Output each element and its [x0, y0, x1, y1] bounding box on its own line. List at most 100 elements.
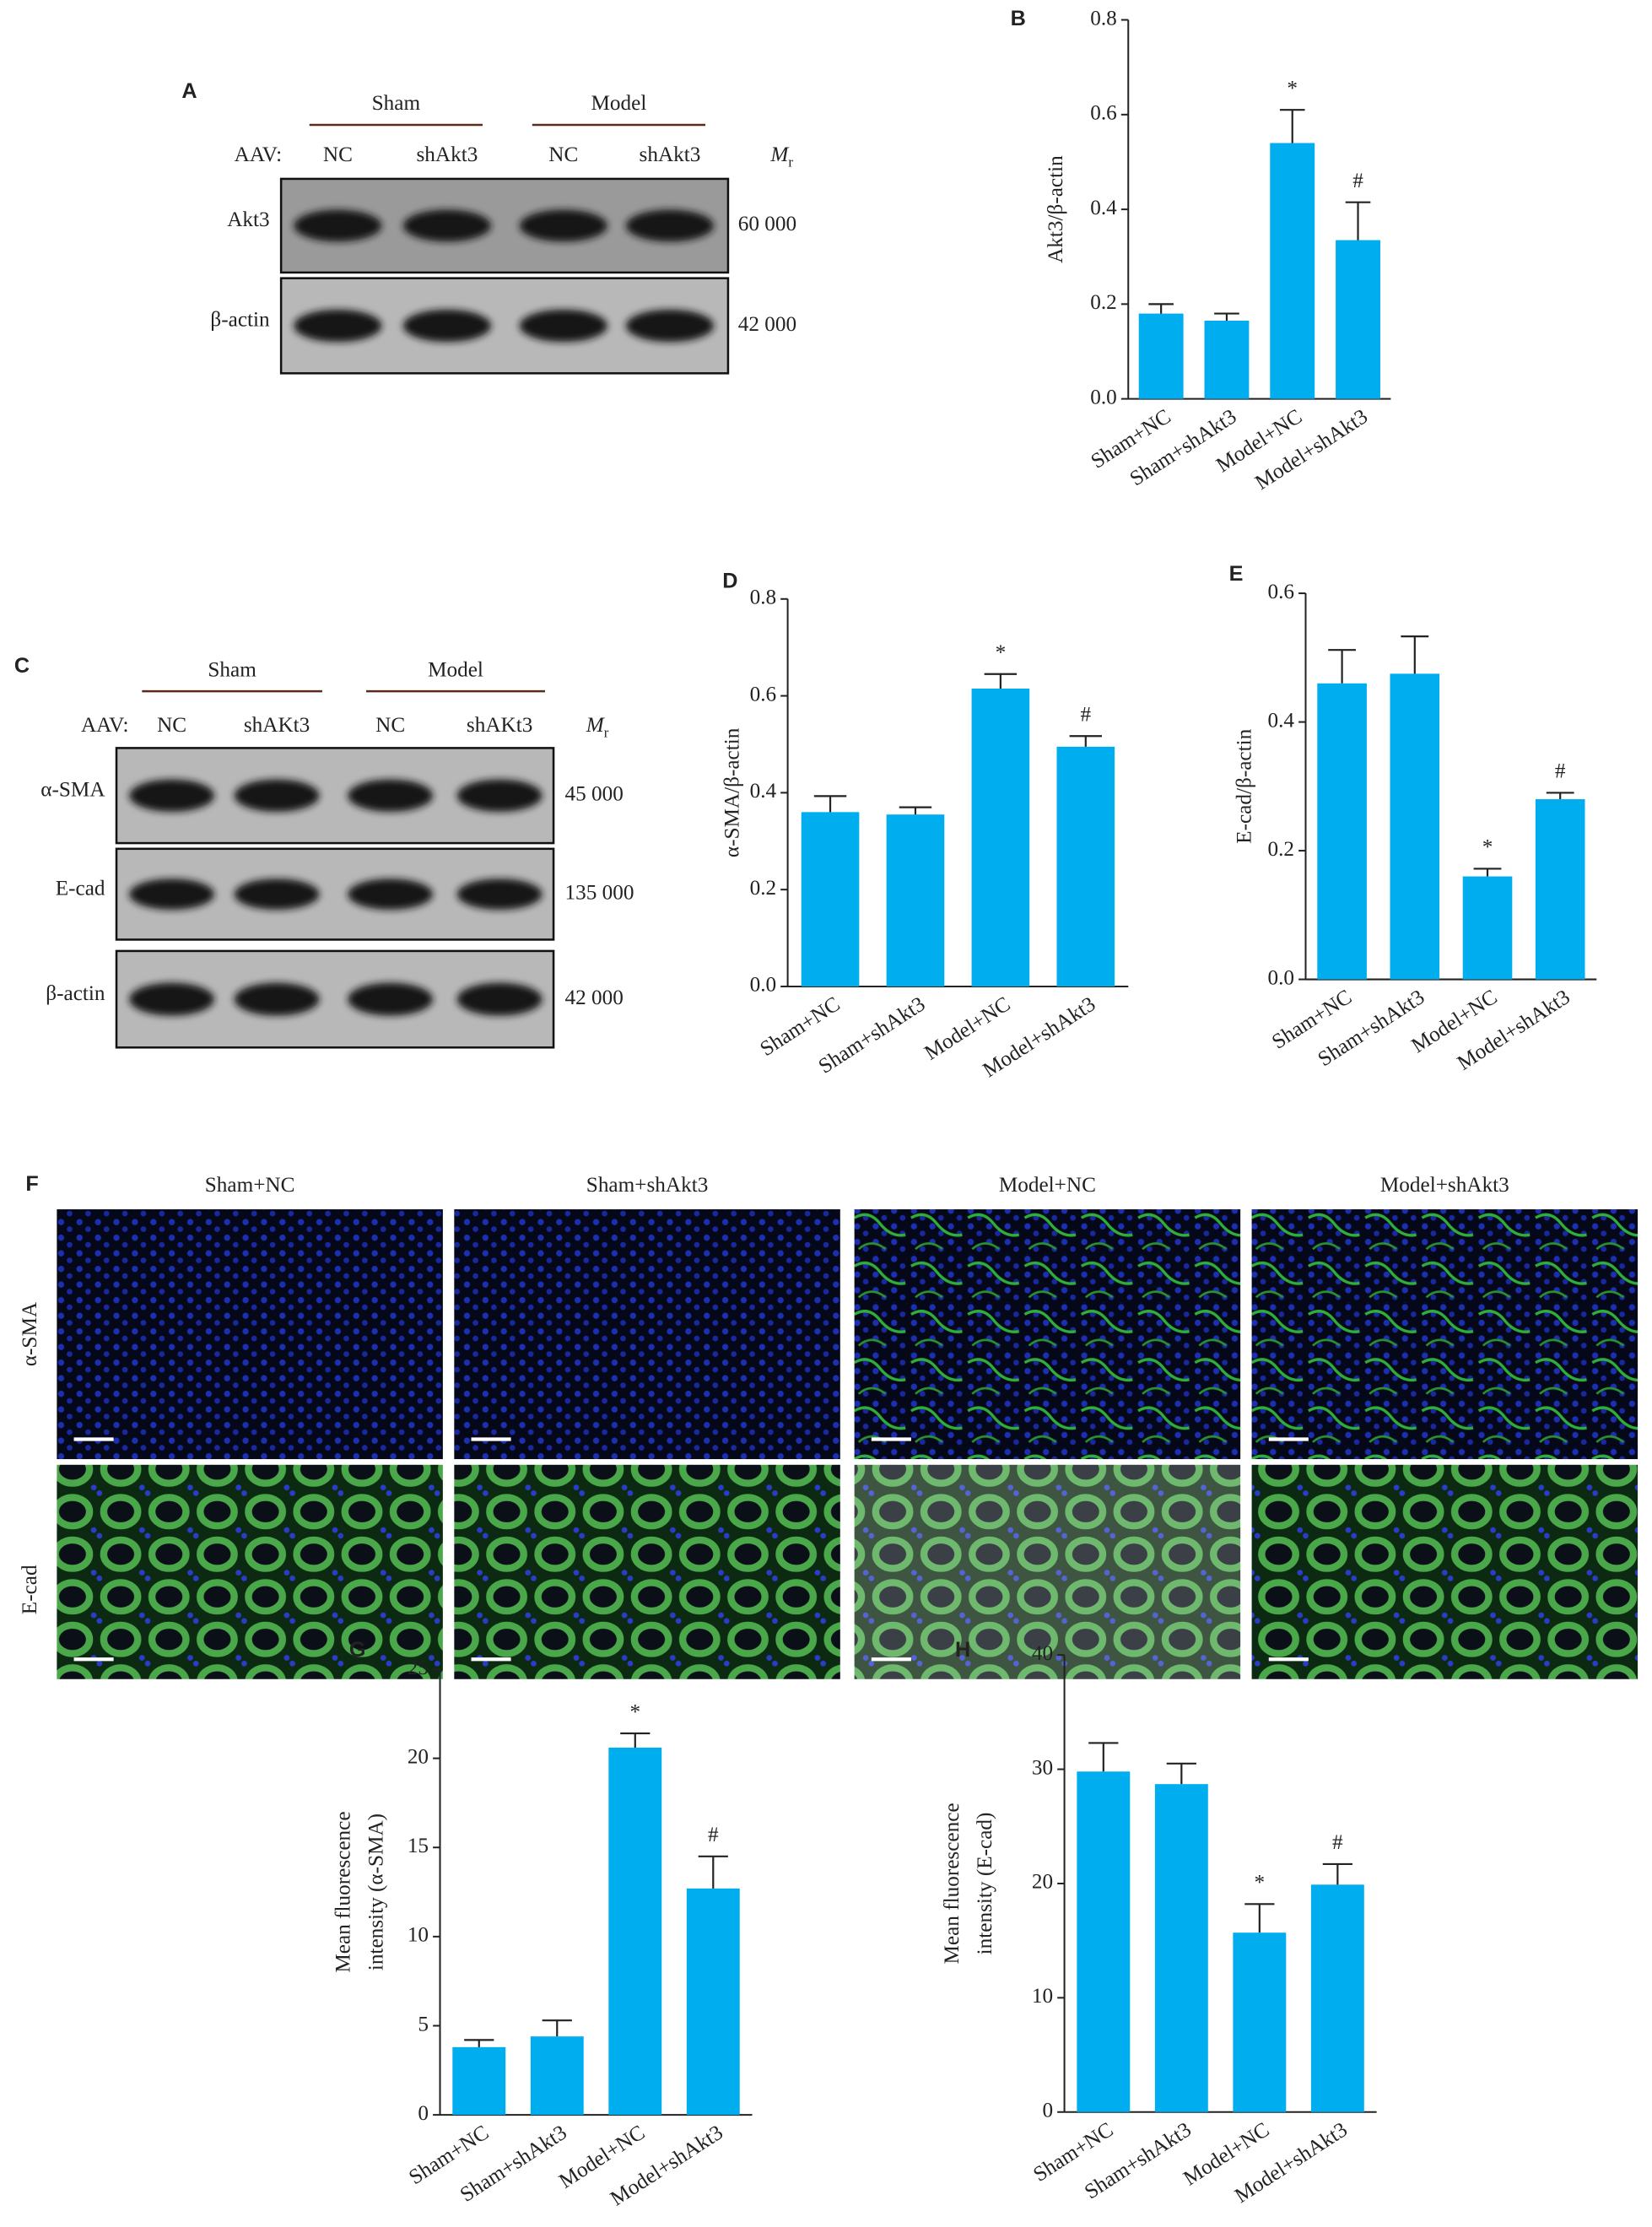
aav-label: AAV:: [81, 714, 129, 737]
micrograph: [57, 1464, 443, 1679]
error-bar: [1214, 312, 1239, 322]
bar: [1310, 1884, 1364, 2112]
bar: [1077, 1771, 1131, 2112]
y-tick-label: 0.8: [1090, 7, 1117, 30]
micrograph: [854, 1209, 1241, 1460]
panel-label: E: [1229, 562, 1244, 586]
band: [519, 209, 607, 242]
micrograph: [57, 1209, 443, 1460]
bar: [1154, 1784, 1208, 2112]
y-tick-label: 0.6: [1090, 102, 1117, 125]
y-tick-label: 5: [418, 2013, 429, 2035]
y-tick-label: 0: [418, 2102, 429, 2125]
error-bar: [1069, 735, 1103, 747]
y-axis-label: intensity (α-SMA): [364, 1813, 387, 1970]
aav-label: AAV:: [235, 143, 283, 166]
y-tick-label: 15: [408, 1835, 429, 1857]
error-bar: [1401, 635, 1429, 674]
y-axis-label: α-SMA/β-actin: [721, 727, 743, 857]
y-tick-label: 0: [1043, 2100, 1054, 2122]
panel-label: A: [181, 79, 197, 103]
group-label: Model: [591, 92, 647, 115]
panel-label: F: [25, 1172, 38, 1196]
mr-label: Mr: [586, 714, 609, 740]
row-label: E-cad: [56, 877, 105, 900]
mr-value: 135 000: [565, 881, 634, 904]
micrograph: [1251, 1464, 1639, 1679]
panel-label: C: [14, 654, 30, 678]
lane-label: shAkt3: [416, 143, 478, 166]
error-bar: [899, 806, 932, 815]
y-tick-label: 0.6: [750, 683, 777, 705]
row-label: Akt3: [227, 208, 269, 231]
column-title: Sham+shAkt3: [586, 1174, 709, 1197]
column-title: Model+NC: [999, 1174, 1096, 1197]
bar: [608, 1747, 662, 2116]
y-tick-label: 20: [408, 1745, 429, 1768]
bar: [686, 1888, 740, 2116]
y-axis-label: Mean fluorescence: [941, 1803, 964, 1964]
bar: [1138, 313, 1184, 399]
row-label: β-actin: [46, 982, 105, 1005]
bar: [1056, 746, 1115, 986]
lane-label: shAKt3: [244, 714, 310, 737]
micrograph: [454, 1464, 840, 1679]
band: [348, 878, 434, 910]
significance-mark: *: [629, 1700, 640, 1723]
bar: [1233, 1932, 1287, 2112]
band: [129, 878, 215, 910]
significance-mark: #: [708, 1824, 719, 1846]
row-label: E-cad: [19, 1565, 41, 1614]
y-tick-label: 25: [408, 1657, 429, 1679]
panel-label: G: [349, 1638, 366, 1662]
y-tick-label: 10: [408, 1924, 429, 1947]
x-tick-label: Model+shAkt3: [1251, 405, 1372, 495]
bar: [1317, 683, 1367, 980]
group-label: Sham: [372, 92, 421, 115]
error-bar: [1473, 868, 1502, 877]
band: [129, 779, 215, 812]
group-label: Sham: [208, 658, 256, 681]
y-tick-label: 0.2: [1090, 291, 1117, 314]
significance-mark: #: [1080, 703, 1091, 726]
bar: [1535, 799, 1585, 980]
band: [625, 309, 715, 343]
lane-label: NC: [157, 714, 186, 737]
bar: [971, 688, 1030, 986]
band: [456, 878, 543, 910]
mr-value: 60 000: [738, 213, 796, 235]
bar: [801, 812, 860, 986]
significance-mark: *: [1287, 77, 1298, 100]
micrograph: [1251, 1209, 1639, 1460]
band: [348, 779, 434, 812]
y-tick-label: 0.2: [1268, 838, 1295, 861]
row-label: α-SMA: [40, 778, 105, 801]
lane-label: NC: [323, 143, 353, 166]
error-bar: [464, 2039, 494, 2047]
band: [519, 309, 607, 343]
significance-mark: #: [1352, 170, 1363, 192]
band: [625, 209, 715, 242]
error-bar: [1546, 792, 1574, 800]
column-title: Model+shAkt3: [1380, 1174, 1509, 1197]
bar: [1390, 673, 1440, 980]
y-tick-label: 40: [1032, 1642, 1053, 1665]
panel-label: H: [955, 1638, 970, 1662]
mr-value: 45 000: [565, 783, 624, 806]
band: [129, 982, 215, 1016]
y-tick-label: 0.4: [750, 780, 777, 803]
band: [456, 779, 543, 812]
row-label: α-SMA: [19, 1301, 41, 1366]
error-bar: [542, 2019, 572, 2037]
mr-sub: r: [788, 154, 793, 170]
y-tick-label: 0.0: [1268, 966, 1295, 989]
group-label: Model: [428, 658, 483, 681]
bar: [1462, 876, 1513, 980]
lane-label: NC: [375, 714, 405, 737]
band: [456, 982, 543, 1016]
error-bar: [1088, 1742, 1119, 1772]
bar: [1336, 240, 1380, 399]
lane-label: shAkt3: [640, 143, 701, 166]
error-bar: [984, 673, 1018, 689]
